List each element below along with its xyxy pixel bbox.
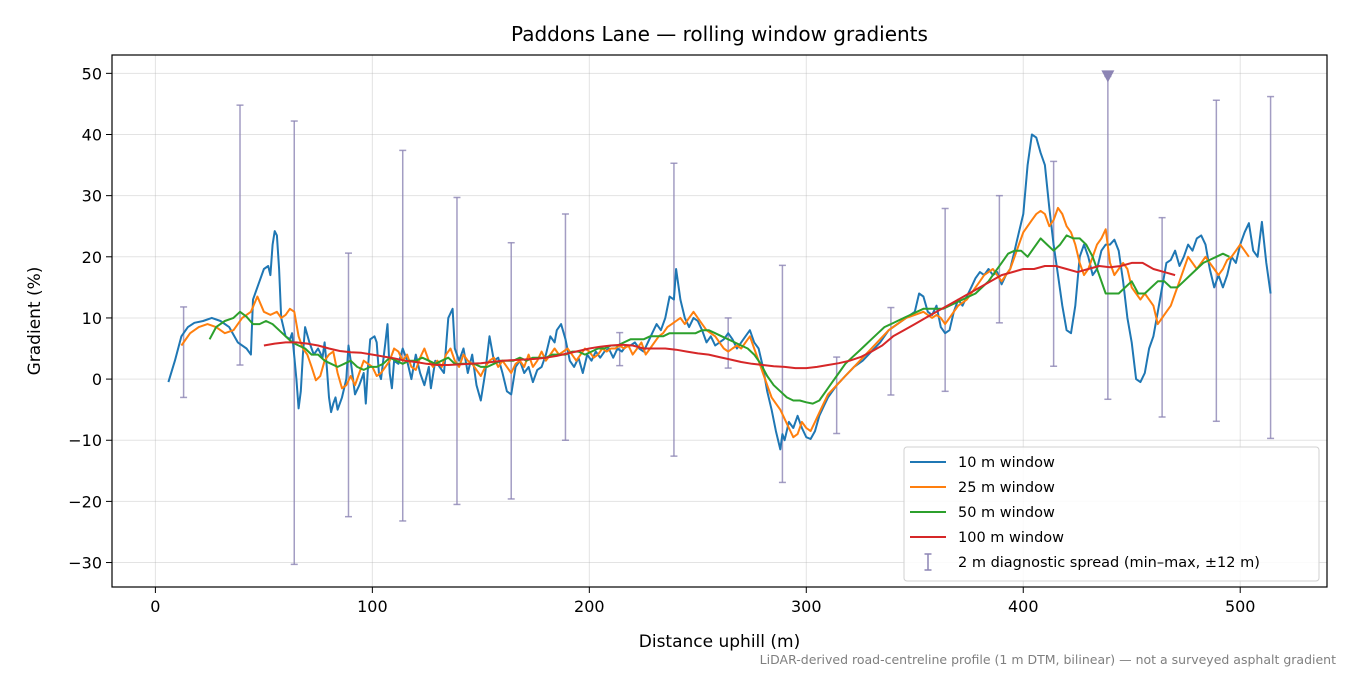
legend-item: 100 m window xyxy=(910,530,1064,546)
series-line xyxy=(208,234,1230,405)
grid xyxy=(112,55,1327,587)
footnote: LiDAR-derived road-centreline profile (1… xyxy=(760,652,1336,667)
legend: 10 m window 25 m window 50 m window 100 m w… xyxy=(903,446,1320,582)
legend-box xyxy=(903,446,1320,582)
error-bar xyxy=(453,196,461,506)
error-bar xyxy=(778,264,786,484)
error-bar xyxy=(887,306,895,396)
y-tick-label: −10 xyxy=(68,431,102,450)
legend-label: 10 m window xyxy=(958,455,1055,471)
error-bar xyxy=(399,149,407,522)
y-tick-label: 30 xyxy=(82,187,102,206)
clip-marker-triangle xyxy=(1101,70,1115,83)
y-tick-label: 20 xyxy=(82,248,102,267)
series-line xyxy=(263,261,1176,370)
legend-label: 2 m diagnostic spread (min–max, ±12 m) xyxy=(958,555,1260,571)
x-tick-label: 0 xyxy=(150,597,160,616)
legend-item: 25 m window xyxy=(910,480,1055,496)
y-tick-label: 50 xyxy=(82,64,102,83)
error-bar xyxy=(180,306,188,399)
legend-label: 100 m window xyxy=(958,530,1064,546)
legend-label: 25 m window xyxy=(958,480,1055,496)
error-bar xyxy=(1267,95,1275,440)
x-tick-label: 200 xyxy=(574,597,605,616)
error-bar xyxy=(670,162,678,457)
error-bar xyxy=(1212,99,1220,423)
chart-title: Paddons Lane — rolling window gradients xyxy=(511,22,928,46)
y-tick-label: −30 xyxy=(68,554,102,573)
y-tick-label: 0 xyxy=(92,370,102,389)
series-lines xyxy=(167,133,1272,451)
error-bar xyxy=(833,356,841,435)
x-tick-label: 300 xyxy=(791,597,822,616)
error-bar xyxy=(1050,160,1058,368)
y-tick-label: −20 xyxy=(68,492,102,511)
x-axis-ticks: 0 100 200 300 400 500 xyxy=(150,587,1255,616)
y-tick-label: 40 xyxy=(82,125,102,144)
x-tick-label: 500 xyxy=(1225,597,1256,616)
legend-item: 50 m window xyxy=(910,505,1055,521)
x-axis-title: Distance uphill (m) xyxy=(639,632,800,652)
error-bar xyxy=(561,213,569,441)
error-bar xyxy=(941,207,949,393)
legend-label: 50 m window xyxy=(958,505,1055,521)
clip-marker xyxy=(1101,70,1115,83)
x-tick-label: 400 xyxy=(1008,597,1039,616)
error-bar xyxy=(1104,75,1112,401)
legend-item: 2 m diagnostic spread (min–max, ±12 m) xyxy=(924,553,1260,571)
x-tick-label: 100 xyxy=(357,597,388,616)
error-bar xyxy=(344,252,352,518)
plot-frame xyxy=(111,54,1328,588)
series-line xyxy=(167,133,1272,451)
y-axis-title: Gradient (%) xyxy=(25,267,45,376)
y-axis-ticks: −30 −20 −10 0 10 20 30 40 50 xyxy=(68,64,112,573)
error-bar xyxy=(995,194,1003,324)
y-tick-label: 10 xyxy=(82,309,102,328)
legend-item: 10 m window xyxy=(910,455,1055,471)
series-line xyxy=(180,206,1250,439)
